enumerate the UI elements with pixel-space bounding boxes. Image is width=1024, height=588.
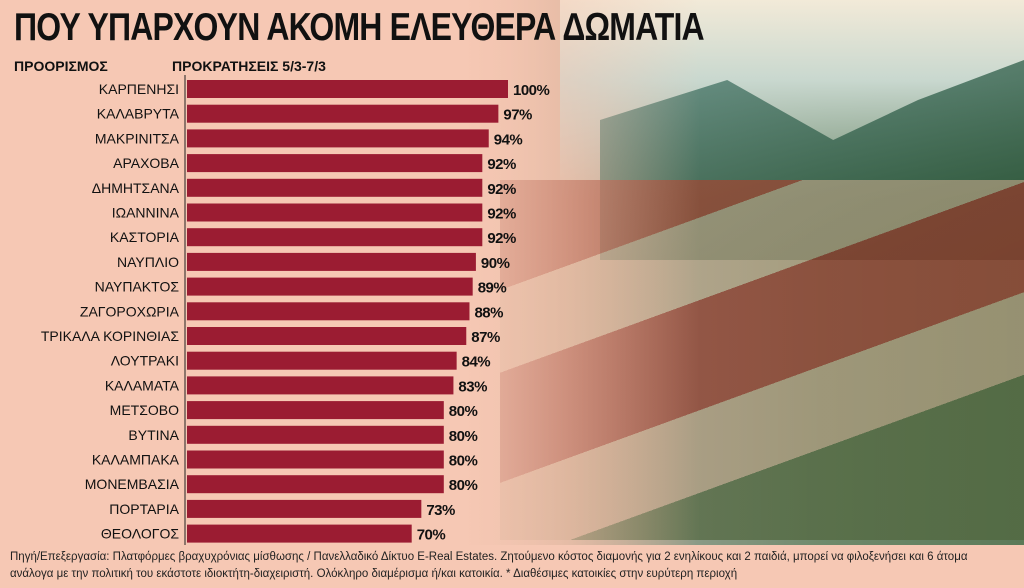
value-label: 92% xyxy=(487,181,516,198)
value-label: 94% xyxy=(494,131,523,148)
category-label: ΜΟΝΕΜΒΑΣΙΑ xyxy=(85,476,180,492)
category-label: ΔΗΜΗΤΣΑΝΑ xyxy=(92,180,180,196)
bar xyxy=(187,450,444,469)
bar xyxy=(187,129,489,148)
bar xyxy=(187,154,483,173)
bar xyxy=(187,178,483,197)
category-label: ΖΑΓΟΡΟΧΩΡΙΑ xyxy=(80,303,180,319)
value-label: 80% xyxy=(449,477,478,494)
bar xyxy=(187,475,444,494)
category-label: ΚΑΣΤΟΡΙΑ xyxy=(110,229,180,245)
category-label: ΘΕΟΛΟΓΟΣ xyxy=(101,526,179,542)
bar xyxy=(187,524,412,543)
bar xyxy=(187,104,499,123)
value-label: 73% xyxy=(426,502,455,519)
bar xyxy=(187,376,454,395)
category-label: ΚΑΛΑΜΑΤΑ xyxy=(105,377,180,393)
category-label: ΚΑΛΑΜΠΑΚΑ xyxy=(92,452,180,468)
value-label: 89% xyxy=(478,280,507,297)
category-header: ΠΡΟΟΡΙΣΜΟΣ xyxy=(14,58,108,74)
category-label: ΚΑΛΑΒΡΥΤΑ xyxy=(97,106,180,122)
category-label: ΤΡΙΚΑΛΑ ΚΟΡΙΝΘΙΑΣ xyxy=(41,328,180,344)
value-label: 70% xyxy=(417,527,446,544)
footnote: Πηγή/Επεξεργασία: Πλατφόρμες βραχυχρόνια… xyxy=(0,545,1024,588)
value-label: 80% xyxy=(449,403,478,420)
value-label: 100% xyxy=(513,82,550,99)
category-label: ΒΥΤΙΝΑ xyxy=(128,427,179,443)
bar xyxy=(187,302,470,321)
value-header: ΠΡΟΚΡΑΤΗΣΕΙΣ 5/3-7/3 xyxy=(172,58,326,74)
value-label: 84% xyxy=(462,354,491,371)
category-label: ΠΟΡΤΑΡΙΑ xyxy=(109,501,179,517)
value-label: 83% xyxy=(458,378,487,395)
value-label: 88% xyxy=(474,304,503,321)
value-label: 87% xyxy=(471,329,500,346)
value-label: 92% xyxy=(487,206,516,223)
category-label: ΝΑΥΠΛΙΟ xyxy=(117,254,179,270)
bar xyxy=(187,425,444,444)
category-label: ΜΕΤΣΟΒΟ xyxy=(110,402,179,418)
category-label: ΜΑΚΡΙΝΙΤΣΑ xyxy=(95,130,180,146)
bar xyxy=(187,277,473,296)
category-label: ΙΩΑΝΝΙΝΑ xyxy=(112,205,180,221)
bar xyxy=(187,499,422,518)
bar xyxy=(187,327,467,345)
bar xyxy=(187,401,444,420)
value-label: 92% xyxy=(487,156,516,173)
value-label: 80% xyxy=(449,453,478,470)
value-label: 80% xyxy=(449,428,478,445)
category-label: ΝΑΥΠΑΚΤΟΣ xyxy=(95,279,180,295)
bar xyxy=(187,252,476,271)
value-label: 97% xyxy=(503,107,532,124)
bar xyxy=(187,351,457,370)
category-label: ΛΟΥΤΡΑΚΙ xyxy=(111,353,179,369)
bar xyxy=(187,80,508,98)
chart-title: ΠΟΥ ΥΠΑΡΧΟΥΝ ΑΚΟΜΗ ΕΛΕΥΘΕΡΑ ΔΩΜΑΤΙΑ xyxy=(14,6,705,49)
category-label: ΚΑΡΠΕΝΗΣΙ xyxy=(99,81,179,97)
category-label: ΑΡΑΧΟΒΑ xyxy=(113,155,180,171)
bar xyxy=(187,228,483,247)
value-label: 90% xyxy=(481,255,510,272)
value-label: 92% xyxy=(487,230,516,247)
bar xyxy=(187,203,483,222)
